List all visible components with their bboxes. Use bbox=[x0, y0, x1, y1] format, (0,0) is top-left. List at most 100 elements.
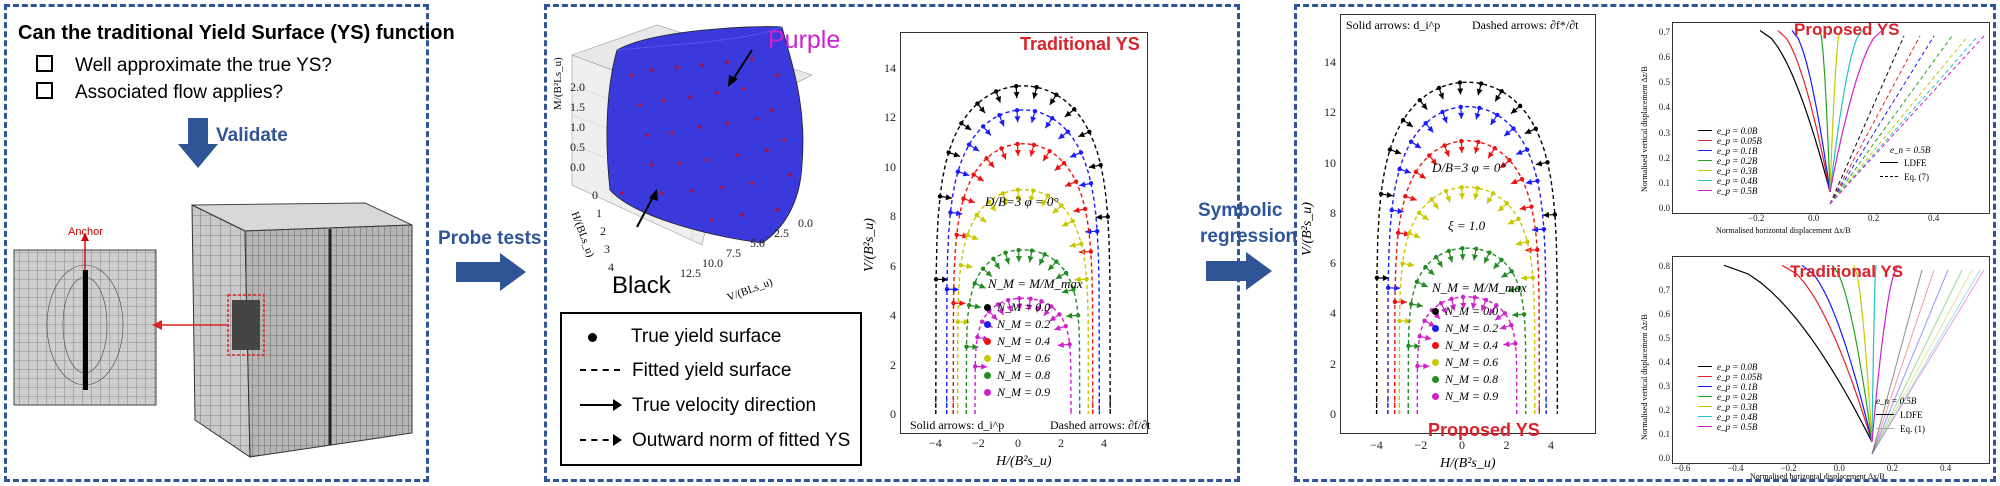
arrow-head bbox=[998, 119, 1005, 127]
arrow-head bbox=[1088, 163, 1096, 170]
arrow-head bbox=[1524, 128, 1532, 134]
tick-label: −0.6 bbox=[1674, 463, 1691, 473]
legend-norm: Outward norm of fitted YS bbox=[580, 430, 850, 452]
legend-text: Outward norm of fitted YS bbox=[632, 430, 851, 451]
tick-label: 0.3 bbox=[1658, 381, 1670, 391]
tick-label: 0.6 bbox=[1658, 309, 1670, 319]
arrow-head bbox=[1382, 274, 1389, 281]
tick-label: 10 bbox=[884, 159, 896, 174]
arrow-head bbox=[1065, 181, 1072, 187]
data-point bbox=[1434, 254, 1439, 260]
style-legend-eq: Eq. (7) bbox=[1904, 172, 1929, 182]
tick-label: 4 bbox=[1330, 306, 1336, 321]
dot-icon bbox=[1432, 359, 1439, 366]
tick-label: 0.0 bbox=[1658, 453, 1670, 463]
chart-legend-text: e_p = 0.0B bbox=[1717, 126, 1758, 136]
arrow-head bbox=[981, 363, 988, 370]
data-point bbox=[1072, 107, 1077, 112]
arrow-head bbox=[1029, 149, 1036, 157]
line-icon bbox=[1698, 150, 1712, 151]
arrow-head bbox=[995, 96, 1001, 103]
right-arrow-icon bbox=[1206, 252, 1272, 290]
data-point bbox=[1427, 153, 1432, 158]
arrow-head bbox=[945, 194, 952, 201]
data-point bbox=[1396, 230, 1401, 236]
data-point bbox=[951, 300, 956, 306]
arrow-head bbox=[991, 313, 998, 321]
data-point bbox=[1408, 301, 1414, 307]
traditional-chart-x-ticks: −0.6 −0.4 −0.2 0.0 0.2 0.4 bbox=[1672, 463, 1988, 473]
arrow-head bbox=[959, 300, 966, 307]
traditional-chart-y-label: Normalised vertical displacement Δz/B bbox=[1640, 314, 1649, 440]
arrow-head bbox=[1445, 195, 1451, 203]
data-point bbox=[959, 121, 964, 126]
data-point bbox=[1517, 285, 1522, 291]
tick-label: 0.0 bbox=[1833, 463, 1845, 473]
data-point bbox=[1519, 176, 1525, 182]
data-point bbox=[1513, 341, 1518, 346]
panel-traditional bbox=[544, 4, 1240, 482]
arrow-head bbox=[1397, 208, 1404, 214]
arrow-head bbox=[955, 210, 963, 217]
data-point bbox=[1422, 318, 1427, 323]
traditional-x-ticks: −4 −2 0 2 4 bbox=[900, 436, 1146, 450]
top-note-left: Solid arrows: d_i^p bbox=[1346, 18, 1441, 32]
arrow-head bbox=[1078, 131, 1086, 137]
data-point bbox=[1499, 257, 1504, 263]
tick-label: 0.5 bbox=[1658, 333, 1670, 343]
nm-legend-text: N_M = 0.9 bbox=[997, 385, 1051, 399]
data-point bbox=[1490, 191, 1496, 196]
data-point bbox=[1516, 216, 1521, 222]
data-point bbox=[1459, 185, 1464, 190]
data-point bbox=[1476, 139, 1481, 145]
nm-legend-entry: N_M = 0.4 bbox=[984, 334, 1050, 351]
chart-legend-entry: e_p = 0.5B bbox=[1698, 186, 1762, 196]
arrow-head bbox=[953, 151, 960, 158]
arrow-head bbox=[971, 234, 979, 241]
data-point bbox=[961, 196, 966, 201]
data-point bbox=[1039, 299, 1044, 304]
data-point bbox=[1541, 227, 1547, 232]
data-point bbox=[1475, 185, 1480, 191]
chart-legend-entry: e_p = 0.3B bbox=[1698, 166, 1762, 176]
arrow-head bbox=[1069, 152, 1077, 158]
arrow-head bbox=[1054, 325, 1061, 331]
data-point bbox=[975, 101, 980, 106]
nm-definition: N_M = M/M_max bbox=[988, 276, 1083, 291]
tick-label: 0.2 bbox=[1658, 152, 1670, 163]
data-point bbox=[1507, 158, 1512, 163]
chart-legend-entry: e_p = 0.1B bbox=[1698, 382, 1762, 392]
data-point bbox=[1015, 187, 1021, 193]
nm-legend-text: N_M = 0.0 bbox=[997, 300, 1051, 314]
data-point bbox=[1005, 297, 1011, 303]
arrow-head bbox=[1057, 341, 1064, 348]
fitted-curve bbox=[1871, 269, 1973, 455]
arrow-head bbox=[1516, 149, 1523, 155]
arrow-head bbox=[1488, 151, 1494, 159]
data-point bbox=[1016, 247, 1021, 253]
tick-label: −4 bbox=[1370, 438, 1383, 452]
data-point bbox=[974, 212, 979, 218]
arrow-head bbox=[1032, 92, 1039, 99]
checklist-item-1-text: Well approximate the true YS? bbox=[75, 55, 332, 76]
tick-label: 0.1 bbox=[1658, 177, 1670, 188]
displacement-curve bbox=[1829, 30, 1841, 193]
tick-label: 2.5 bbox=[774, 226, 789, 240]
arrow-head bbox=[964, 124, 972, 130]
arrow-head bbox=[1423, 363, 1430, 370]
chart-legend-entry: e_p = 0.4B bbox=[1698, 412, 1762, 422]
nm-legend-text: N_M = 0.2 bbox=[1445, 321, 1499, 335]
arrow-head bbox=[1039, 258, 1045, 266]
arrow-head bbox=[1443, 150, 1450, 157]
dot-icon bbox=[588, 333, 597, 342]
nm-legend-proposed: N_M = 0.0 N_M = 0.2 N_M = 0.4 N_M = 0.6 N_M … bbox=[1432, 304, 1498, 406]
data-point bbox=[1042, 252, 1047, 257]
data-point bbox=[1483, 297, 1489, 303]
arrow-head bbox=[1028, 195, 1035, 203]
data-point bbox=[984, 156, 989, 161]
yield-curve bbox=[1394, 139, 1540, 415]
chart-legend-text: e_p = 0.5B bbox=[1717, 186, 1758, 196]
arrow-head bbox=[972, 145, 980, 152]
nm-legend-entry: N_M = 0.8 bbox=[984, 368, 1050, 385]
tick-label: 0.0 bbox=[1808, 213, 1820, 223]
